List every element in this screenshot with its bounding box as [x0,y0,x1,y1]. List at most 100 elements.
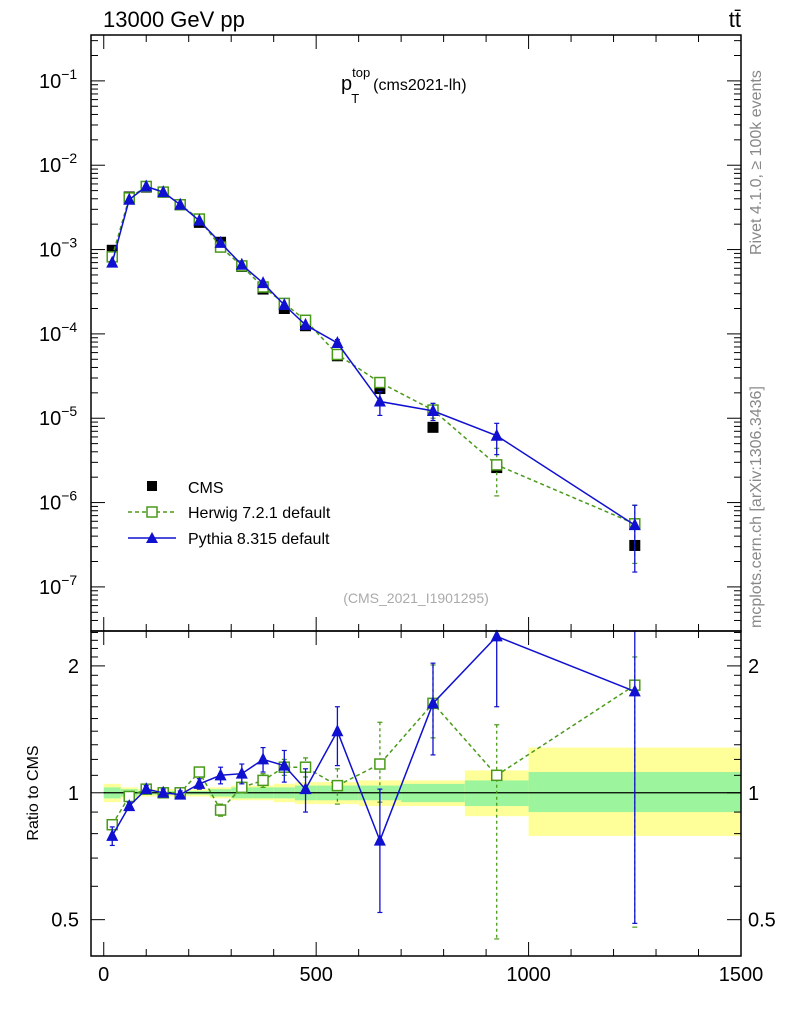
legend-label-pythia: Pythia 8.315 default [188,531,330,548]
legend-label-herwig: Herwig 7.2.1 default [188,505,331,522]
ratio-pythia-point [373,833,386,846]
analysis-id: (CMS_2021_I1901295) [343,590,489,606]
process-label: tt̄ [729,7,741,32]
tick-exponent: −6 [61,488,77,504]
ratio-pythia-point [157,785,170,798]
main-series [106,179,641,573]
ratio-pythia-point [140,782,153,795]
main-y-tick-label: 10−6 [39,488,77,515]
ratio-herwig-line [111,684,636,826]
title-superscript: top [352,65,370,80]
x-axis: 0 500 1000 1500 [98,631,763,986]
tick-exponent: −2 [61,150,77,166]
tick-exponent: −4 [61,319,77,335]
main-pythia-point [426,403,439,416]
ratio-pythia-point [106,828,119,841]
collision-label: 13000 GeV pp [103,7,245,32]
title-base: p [341,73,352,95]
x-tick-label: 1000 [506,964,551,986]
x-tick-label: 1500 [719,964,764,986]
ratio-frame [90,630,742,957]
ratio-pythia-point [331,724,344,737]
main-pythia-point [490,428,503,441]
side-labels: Rivet 4.1.0, ≥ 100k events mcplots.cern.… [748,70,765,628]
main-pythia-point [214,235,227,248]
ratio-herwig-point [193,766,206,778]
main-y-tick-label: 10−4 [39,319,77,346]
main-y-tick-label: 10−3 [39,235,77,262]
x-tick-label: 500 [299,964,332,986]
main-y-tick-label: 10−1 [39,66,77,93]
legend-marker-pythia [146,532,158,543]
tick-base: 10 [39,577,61,599]
ratio-pythia-point [278,758,291,771]
main-pythia-point [331,335,344,348]
legend-entry-pythia: Pythia 8.315 default [128,531,330,548]
ratio-pythia-point [235,766,248,779]
rivet-label: Rivet 4.1.0, ≥ 100k events [748,70,765,255]
main-herwig-point [331,348,344,361]
ratio-herwig-point [374,758,386,770]
tick-base: 10 [39,324,61,346]
ratio-y-tick-label-right: 2 [748,656,759,678]
title-suffix: (cms2021-lh) [373,77,466,94]
ratio-y-tick-label-right: 1 [748,783,759,805]
ratio-pythia-point [490,629,503,642]
ratio-y-tick-label-left: 0.5 [51,910,79,932]
tick-exponent: −7 [61,572,77,588]
ratio-y-tick-label-left: 1 [68,783,79,805]
legend-marker-cms [147,481,157,491]
chart-title: ptop T (cms2021-lh) [341,65,467,106]
title-subscript: T [351,91,359,106]
main-panel: 10−710−610−510−410−310−210−1 ptop T(cms20… [39,34,742,632]
main-pythia-point [123,192,136,205]
ratio-herwig-point [214,804,227,816]
main-x-ticks [103,35,742,631]
main-pythia-point [278,298,291,311]
main-y-axis: 10−710−610−510−410−310−210−1 [39,40,741,632]
main-pythia-point [174,197,187,210]
ratio-pythia-point [628,684,641,697]
main-cms-point [374,383,386,395]
ratio-bands [103,747,741,836]
tick-base: 10 [39,71,61,93]
tick-base: 10 [39,493,61,515]
tick-base: 10 [39,240,61,262]
ratio-pythia-point [123,799,136,812]
x-tick-label: 0 [98,964,109,986]
tick-base: 10 [39,155,61,177]
mcplots-label: mcplots.cern.ch [arXiv:1306.3436] [748,386,765,628]
ratio-pythia-point [214,768,227,781]
tick-exponent: −5 [61,403,77,419]
main-pythia-point [628,518,641,531]
ratio-series [106,629,641,940]
main-herwig-point [490,459,503,471]
ratio-y-tick-label-right: 0.5 [748,910,776,932]
legend-marker-herwig [146,506,158,518]
ratio-herwig-point [257,774,269,787]
ratio-pythia-point [257,752,270,765]
ratio-pythia-point [426,696,439,709]
main-pythia-point [106,255,119,268]
ratio-y-axis: 0.5 0.5 1 1 2 2 [51,632,776,932]
main-pythia-point [157,185,170,198]
main-pythia-point [299,317,312,330]
ratio-panel: 0.5 0.5 1 1 2 2 0 500 1000 1500 Ratio to CMS [25,629,776,986]
main-pythia-point [257,276,270,289]
legend: CMS Herwig 7.2.1 default Pythia 8.315 de… [128,480,331,548]
main-pythia-point [193,213,206,226]
main-herwig-line [111,185,636,525]
ratio-herwig-point [331,779,344,792]
main-pythia-line [111,185,636,526]
main-cms-point [106,244,118,256]
legend-entry-herwig: Herwig 7.2.1 default [128,505,331,522]
ratio-pythia-point [193,776,206,789]
tick-exponent: −1 [61,66,77,82]
ratio-pythia-point [174,787,187,800]
main-pythia-point [235,257,248,270]
ratio-herwig-point [490,769,503,782]
main-pythia-point [140,179,153,192]
main-pythia-point [373,394,386,407]
main-y-tick-label: 10−2 [39,150,77,177]
